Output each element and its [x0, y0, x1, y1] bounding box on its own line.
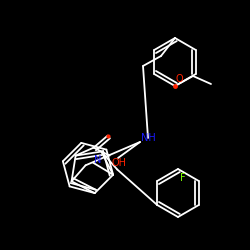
- Text: NH: NH: [140, 133, 156, 143]
- Text: OH: OH: [112, 158, 127, 168]
- Text: N: N: [94, 154, 101, 164]
- Text: O: O: [176, 74, 184, 84]
- Text: F: F: [180, 173, 186, 183]
